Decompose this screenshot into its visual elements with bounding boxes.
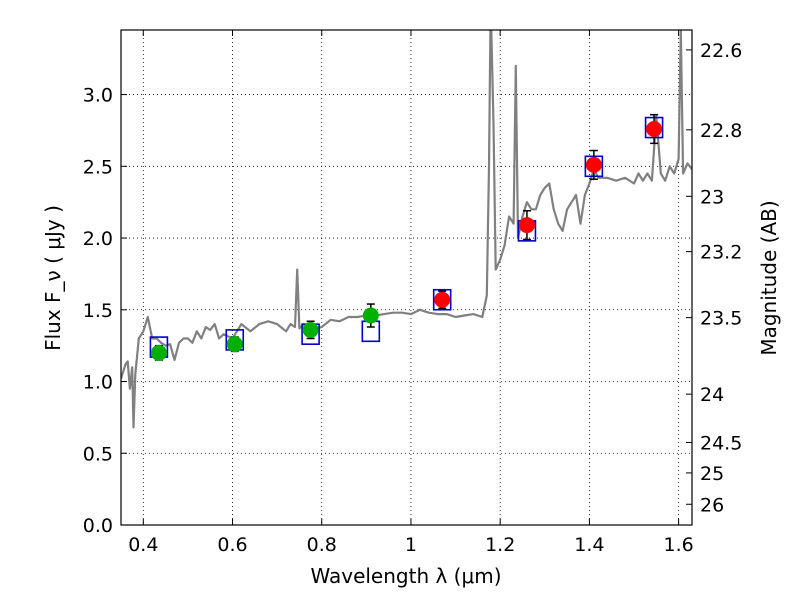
y2-tick-labels: 22.6 22.8 23 23.2 23.5 24 24.5 25 26 xyxy=(700,40,742,516)
y2-tick-label: 23 xyxy=(700,186,724,208)
observed-point xyxy=(585,156,602,173)
observed-point xyxy=(434,291,451,308)
x-tick-label: 1 xyxy=(405,534,417,556)
y2-tick-label: 22.6 xyxy=(700,40,742,62)
y-tick-label: 2.0 xyxy=(83,228,113,250)
y-tick-label: 1.0 xyxy=(83,372,113,394)
plot-frame xyxy=(120,29,693,526)
y2-tick-label: 23.2 xyxy=(700,242,742,264)
observed-point xyxy=(362,307,379,324)
y2-tick-label: 25 xyxy=(700,463,724,485)
y2-tick-label: 24.5 xyxy=(700,432,742,454)
x-tick-label: 1.6 xyxy=(664,534,694,556)
y-tick-labels: 0.0 0.5 1.0 1.5 2.0 2.5 3.0 xyxy=(83,85,113,537)
y2-tick-label: 26 xyxy=(700,494,724,516)
model-spectrum-line xyxy=(121,30,692,429)
y2-axis-label: Magnitude (AB) xyxy=(757,200,781,355)
y2-tick-label: 23.5 xyxy=(700,308,742,330)
model-spectrum-layer xyxy=(121,30,692,429)
x-tick-label: 0.4 xyxy=(128,534,158,556)
y2-tick-label: 22.8 xyxy=(700,120,742,142)
x-tick-label: 1.4 xyxy=(574,534,604,556)
y-tick-label: 0.5 xyxy=(83,443,113,465)
observed-points xyxy=(150,121,663,361)
x-tick-labels: 0.4 0.6 0.8 1 1.2 1.4 1.6 xyxy=(128,534,694,556)
y-tick-label: 2.5 xyxy=(83,156,113,178)
observed-point xyxy=(302,321,319,338)
y2-tick-label: 24 xyxy=(700,384,724,406)
observed-point xyxy=(150,344,167,361)
model-band-box xyxy=(432,288,452,311)
observed-point xyxy=(518,217,535,234)
x-axis-label: Wavelength λ (μm) xyxy=(310,564,501,588)
x-tick-label: 1.2 xyxy=(485,534,515,556)
x-tick-label: 0.6 xyxy=(217,534,247,556)
observed-point xyxy=(646,121,663,137)
y-tick-label: 3.0 xyxy=(83,85,113,107)
plot-background xyxy=(121,30,692,525)
y-axis-label: Flux F_ν ( μJy ) xyxy=(41,205,65,351)
grid-lines xyxy=(121,30,692,526)
axis-ticks xyxy=(121,30,692,526)
x-tick-label: 0.8 xyxy=(307,534,337,556)
y-tick-label: 0.0 xyxy=(83,515,113,537)
observed-point xyxy=(226,336,243,353)
y-tick-label: 1.5 xyxy=(83,300,113,322)
